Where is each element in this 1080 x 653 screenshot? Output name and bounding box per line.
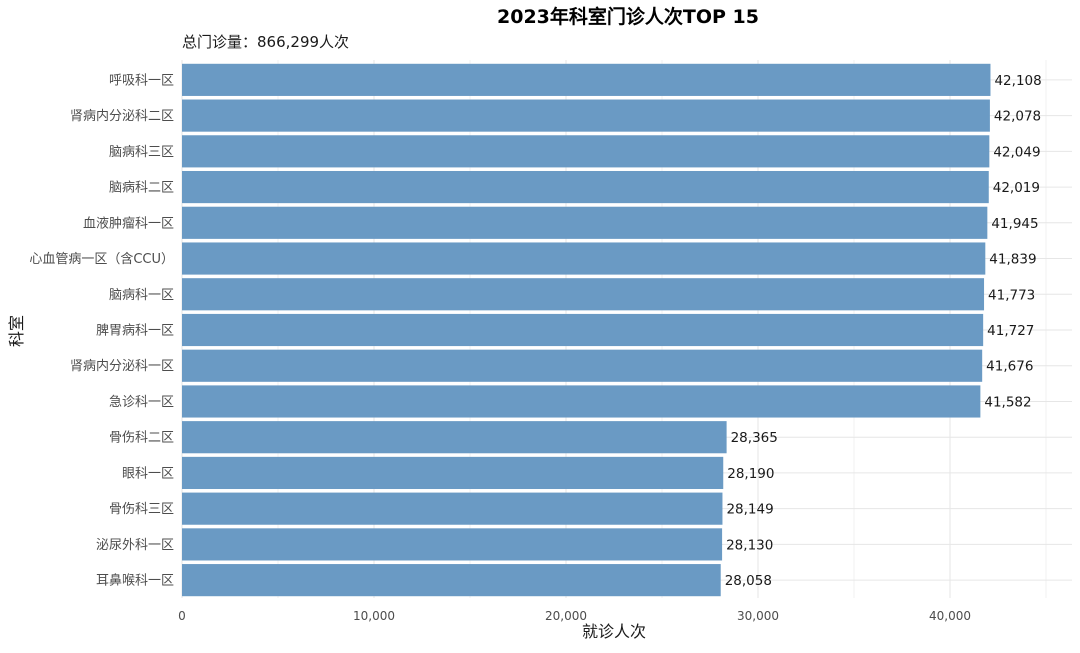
category-label: 骨伤科三区: [109, 502, 174, 517]
bar: [182, 242, 986, 275]
bar: [182, 63, 991, 96]
bar-layer: [182, 63, 991, 597]
x-axis-title: 就诊人次: [582, 622, 646, 641]
x-tick-label: 30,000: [737, 609, 779, 623]
bar: [182, 349, 983, 382]
data-label: 41,582: [984, 394, 1031, 410]
category-label: 脑病科二区: [109, 181, 174, 196]
bar: [182, 206, 988, 239]
data-label: 28,190: [727, 466, 774, 482]
data-label: 28,058: [725, 573, 772, 589]
category-label: 眼科一区: [122, 466, 174, 481]
bar: [182, 135, 990, 168]
data-label: 41,945: [991, 216, 1038, 232]
data-label: 28,365: [731, 430, 778, 446]
x-tick-label: 40,000: [929, 609, 971, 623]
data-label: 42,049: [993, 144, 1040, 160]
data-label: 41,773: [988, 287, 1035, 303]
data-label: 41,839: [989, 252, 1036, 268]
data-label: 42,108: [994, 73, 1041, 89]
category-label: 心血管病一区（含CCU）: [29, 251, 174, 267]
x-tick-label: 10,000: [353, 609, 395, 623]
category-label: 脑病科一区: [109, 288, 174, 303]
category-label: 泌尿外科一区: [96, 538, 174, 553]
category-label: 耳鼻喉科一区: [96, 573, 174, 589]
data-label: 42,078: [994, 109, 1041, 125]
bar: [182, 313, 984, 347]
data-label: 41,676: [986, 359, 1033, 375]
bar: [182, 385, 981, 418]
bar: [182, 528, 723, 561]
category-label: 脾胃病科一区: [96, 324, 174, 339]
category-label: 血液肿瘤科一区: [83, 215, 174, 231]
category-label: 脑病科三区: [109, 145, 174, 160]
bar: [182, 421, 727, 454]
label-layer: 0 10,000 20,000 30,000 40,000 呼吸科一区 42,108 肾病内分…: [29, 73, 1041, 623]
bar: [182, 492, 723, 525]
bar: [182, 170, 989, 204]
chart-subtitle: 总门诊量：866,299人次: [182, 33, 349, 51]
category-label: 肾病内分泌科二区: [70, 108, 174, 124]
y-axis-title: 科室: [7, 315, 26, 347]
x-tick-label: 20,000: [545, 609, 587, 623]
category-label: 呼吸科一区: [109, 73, 174, 88]
chart-title: 2023年科室门诊人次TOP 15: [497, 5, 759, 28]
bar: [182, 456, 724, 490]
x-tick-label: 0: [178, 609, 186, 623]
category-label: 肾病内分泌科一区: [70, 358, 174, 374]
bar: [182, 278, 985, 311]
data-label: 42,019: [993, 180, 1040, 196]
category-label: 急诊科一区: [109, 395, 174, 410]
data-label: 28,130: [726, 537, 773, 553]
data-label: 28,149: [726, 502, 773, 518]
category-label: 骨伤科二区: [109, 431, 174, 446]
data-label: 41,727: [987, 323, 1034, 339]
bar: [182, 99, 990, 132]
bar: [182, 564, 721, 597]
